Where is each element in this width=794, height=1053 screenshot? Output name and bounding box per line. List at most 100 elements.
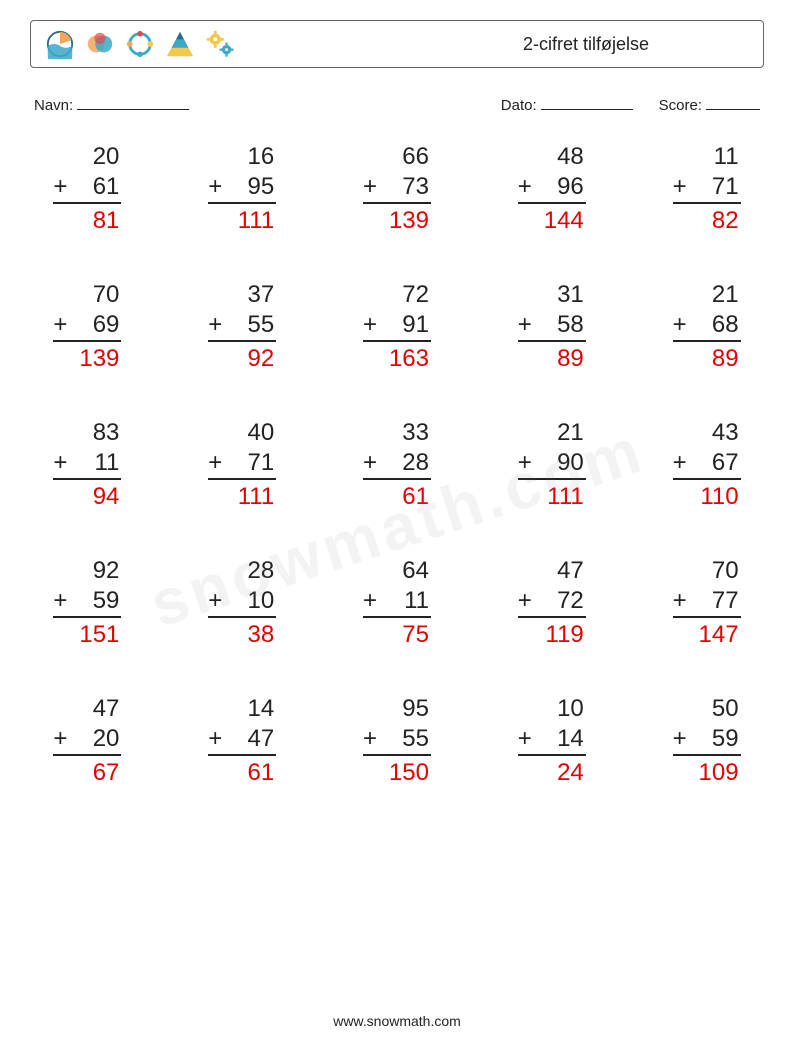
problem: 47+2067 xyxy=(53,694,121,788)
operator: + xyxy=(518,724,532,754)
addend-bottom-row: +20 xyxy=(53,724,121,756)
answer: 81 xyxy=(53,204,121,236)
operator: + xyxy=(673,724,687,754)
addend-top: 72 xyxy=(363,280,431,310)
answer: 139 xyxy=(363,204,431,236)
addend-top: 64 xyxy=(363,556,431,586)
addend-top: 92 xyxy=(53,556,121,586)
addend-bottom-row: +68 xyxy=(673,310,741,342)
addend-bottom-row: +47 xyxy=(208,724,276,756)
addend-top: 10 xyxy=(518,694,586,724)
operator: + xyxy=(208,586,222,616)
answer: 61 xyxy=(363,480,431,512)
answer: 109 xyxy=(673,756,741,788)
date-blank[interactable] xyxy=(541,94,633,110)
name-blank[interactable] xyxy=(77,94,189,110)
answer: 24 xyxy=(518,756,586,788)
answer: 147 xyxy=(673,618,741,650)
operator: + xyxy=(363,310,377,340)
score-blank[interactable] xyxy=(706,94,760,110)
problem: 70+69139 xyxy=(53,280,121,374)
addend-bottom-row: +10 xyxy=(208,586,276,618)
addend-top: 66 xyxy=(363,142,431,172)
addend-top: 14 xyxy=(208,694,276,724)
operator: + xyxy=(53,310,67,340)
addend-bottom-row: +61 xyxy=(53,172,121,204)
problem: 40+71111 xyxy=(208,418,276,512)
answer: 150 xyxy=(363,756,431,788)
addend-bottom-row: +71 xyxy=(673,172,741,204)
addend-bottom: 20 xyxy=(93,724,120,754)
addend-bottom: 71 xyxy=(712,172,739,202)
answer: 111 xyxy=(518,480,586,512)
problem: 72+91163 xyxy=(363,280,431,374)
answer: 111 xyxy=(208,480,276,512)
footer-url: www.snowmath.com xyxy=(0,1013,794,1029)
answer: 38 xyxy=(208,618,276,650)
answer: 151 xyxy=(53,618,121,650)
problem: 64+1175 xyxy=(363,556,431,650)
problem: 14+4761 xyxy=(208,694,276,788)
answer: 75 xyxy=(363,618,431,650)
addend-top: 31 xyxy=(518,280,586,310)
addend-top: 47 xyxy=(53,694,121,724)
addend-bottom: 11 xyxy=(404,586,429,616)
operator: + xyxy=(673,448,687,478)
answer: 94 xyxy=(53,480,121,512)
answer: 139 xyxy=(53,342,121,374)
date-label: Dato: xyxy=(501,97,537,114)
operator: + xyxy=(518,172,532,202)
problems-grid: 20+618116+9511166+7313948+9614411+718270… xyxy=(30,142,764,788)
addend-top: 20 xyxy=(53,142,121,172)
addend-bottom-row: +71 xyxy=(208,448,276,480)
problem: 70+77147 xyxy=(673,556,741,650)
addend-bottom: 69 xyxy=(93,310,120,340)
addend-bottom-row: +91 xyxy=(363,310,431,342)
addend-bottom: 47 xyxy=(247,724,274,754)
addend-bottom-row: +59 xyxy=(673,724,741,756)
addend-bottom: 61 xyxy=(93,172,120,202)
addend-bottom: 55 xyxy=(247,310,274,340)
addend-top: 28 xyxy=(208,556,276,586)
addend-top: 16 xyxy=(208,142,276,172)
operator: + xyxy=(673,586,687,616)
problem: 16+95111 xyxy=(208,142,276,236)
problem: 11+7182 xyxy=(673,142,741,236)
addend-bottom: 67 xyxy=(712,448,739,478)
addend-top: 70 xyxy=(673,556,741,586)
addend-bottom: 77 xyxy=(712,586,739,616)
addend-bottom: 28 xyxy=(402,448,429,478)
addend-bottom: 96 xyxy=(557,172,584,202)
problem: 48+96144 xyxy=(518,142,586,236)
addend-bottom: 73 xyxy=(402,172,429,202)
problem: 31+5889 xyxy=(518,280,586,374)
problem: 21+6889 xyxy=(673,280,741,374)
meta-name: Navn: xyxy=(34,94,189,114)
answer: 119 xyxy=(518,618,586,650)
problem: 47+72119 xyxy=(518,556,586,650)
addend-bottom-row: +14 xyxy=(518,724,586,756)
answer: 89 xyxy=(673,342,741,374)
problem: 10+1424 xyxy=(518,694,586,788)
answer: 61 xyxy=(208,756,276,788)
problem: 66+73139 xyxy=(363,142,431,236)
operator: + xyxy=(518,448,532,478)
gears-icon xyxy=(205,29,235,59)
operator: + xyxy=(208,172,222,202)
addend-top: 33 xyxy=(363,418,431,448)
addend-top: 43 xyxy=(673,418,741,448)
score-label: Score: xyxy=(659,97,702,114)
meta-right: Dato: Score: xyxy=(501,94,760,114)
operator: + xyxy=(518,586,532,616)
operator: + xyxy=(208,448,222,478)
addend-bottom-row: +96 xyxy=(518,172,586,204)
addend-bottom: 10 xyxy=(247,586,274,616)
answer: 89 xyxy=(518,342,586,374)
answer: 92 xyxy=(208,342,276,374)
addend-bottom-row: +77 xyxy=(673,586,741,618)
problem: 33+2861 xyxy=(363,418,431,512)
addend-top: 83 xyxy=(53,418,121,448)
addend-bottom-row: +67 xyxy=(673,448,741,480)
addend-bottom: 95 xyxy=(247,172,274,202)
addend-bottom-row: +11 xyxy=(363,586,431,618)
